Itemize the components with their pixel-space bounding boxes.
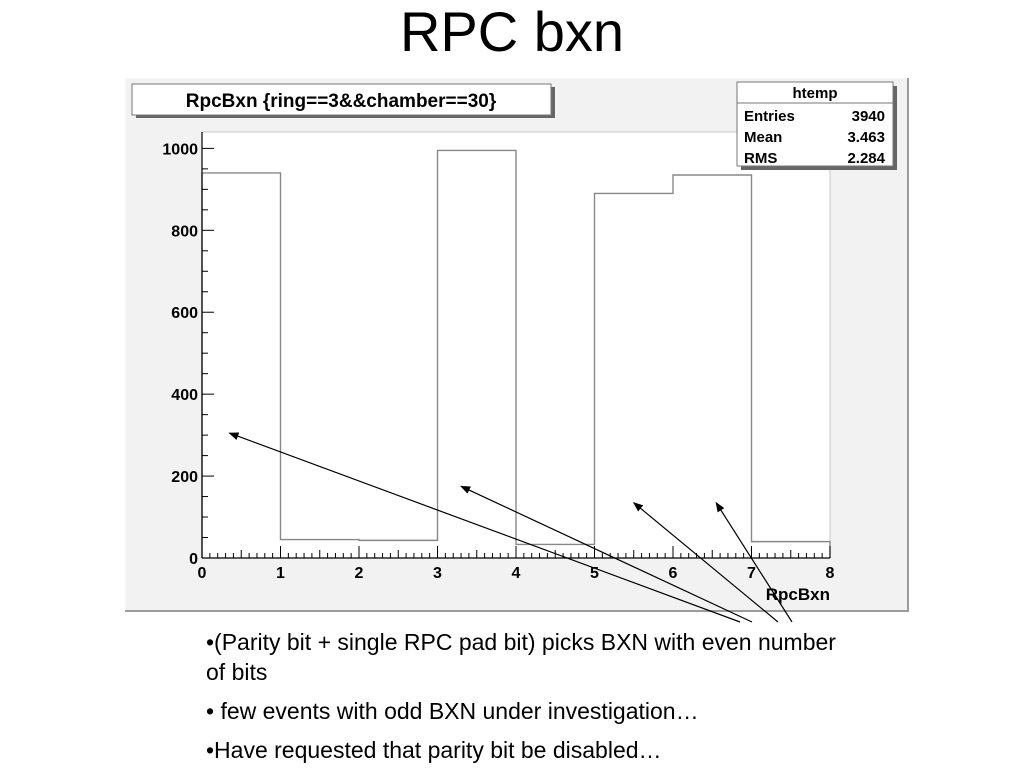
chart-title: RpcBxn {ring==3&&chamber==30} (186, 91, 497, 112)
slide-title: RPC bxn (399, 0, 625, 63)
histogram-bin (438, 150, 517, 558)
x-tick-label: 2 (355, 565, 364, 582)
x-tick-label: 5 (590, 565, 599, 582)
annotation-arrows (228, 432, 793, 623)
stats-rms-value: 2.284 (847, 150, 885, 167)
y-tick-label: 800 (171, 223, 198, 240)
title-box (131, 83, 552, 116)
stats-box-name: htemp (793, 85, 838, 102)
stats-entries-value: 3940 (852, 108, 885, 125)
y-tick-label: 600 (171, 305, 198, 322)
histogram-line (201, 149, 831, 558)
x-axis-ticks: 0 1 2 3 4 5 6 7 8 (198, 546, 835, 582)
x-axis-title: RpcBxn (766, 585, 830, 604)
y-axis-ticks: 0 200 400 600 800 1000 (162, 141, 214, 568)
stats-box (736, 81, 894, 167)
x-tick-label: 1 (276, 565, 285, 582)
stats-entries-label: Entries (744, 108, 795, 125)
bullet-disable-parity-note: •Have requested that parity bit be disab… (206, 737, 662, 763)
y-tick-label: 1000 (162, 141, 198, 158)
annotation-arrow (228, 432, 741, 623)
stats-rms-label: RMS (744, 150, 777, 167)
bullet-parity-note: •(Parity bit + single RPC pad bit) picks… (206, 629, 836, 685)
x-tick-label: 8 (826, 565, 835, 582)
annotation-arrow (632, 502, 779, 623)
x-tick-label: 3 (433, 565, 442, 582)
x-tick-label: 4 (512, 565, 521, 582)
annotation-arrow (715, 501, 793, 623)
annotation-arrow (460, 485, 753, 623)
x-tick-label: 6 (669, 565, 678, 582)
y-tick-label: 200 (171, 469, 198, 486)
x-tick-label: 0 (198, 565, 207, 582)
histogram-bin (673, 175, 752, 558)
y-tick-label: 400 (171, 387, 198, 404)
bullet-list: •(Parity bit + single RPC pad bit) picks… (206, 627, 846, 768)
stats-mean-value: 3.463 (847, 129, 885, 146)
y-tick-label: 0 (189, 551, 198, 568)
stats-mean-label: Mean (744, 129, 782, 146)
x-tick-label: 7 (747, 565, 756, 582)
bullet-odd-bxn-note: • few events with odd BXN under investig… (206, 698, 699, 724)
